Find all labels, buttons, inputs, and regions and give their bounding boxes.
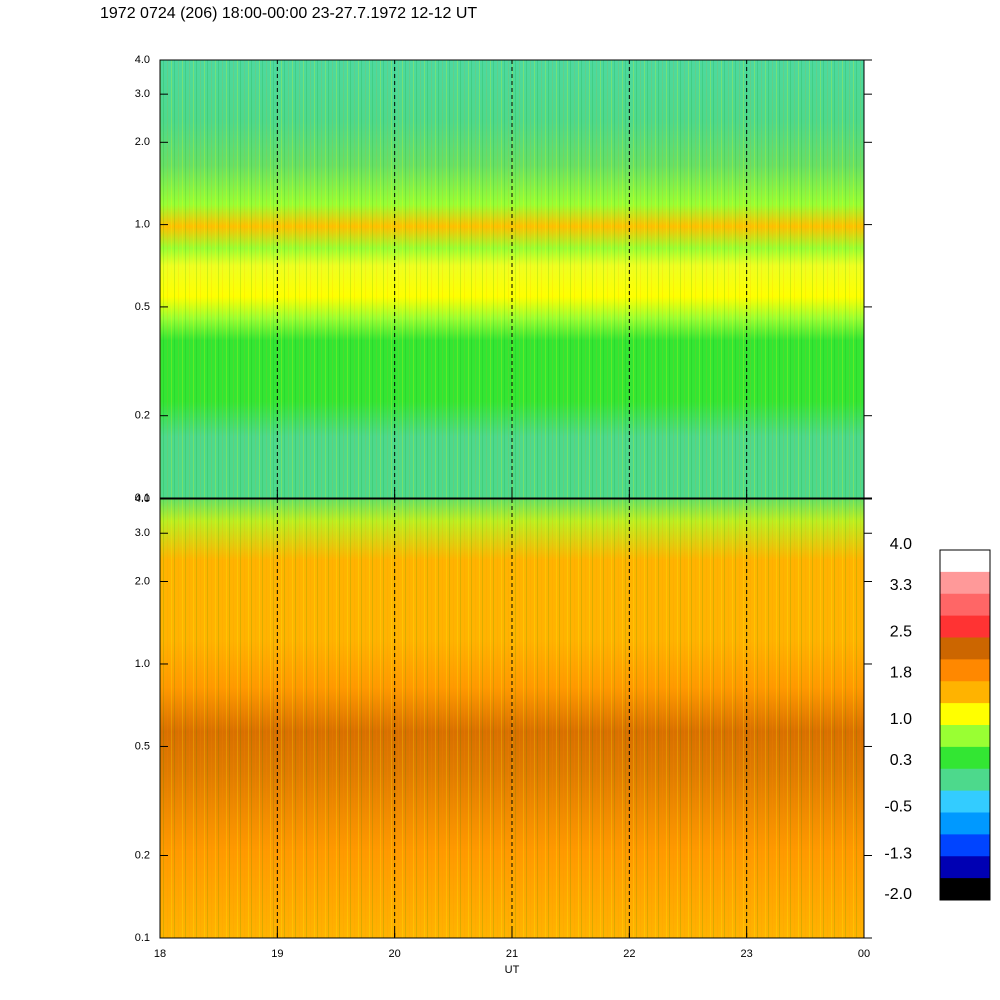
y-tick-label: 3.0 bbox=[135, 88, 150, 100]
colorbar-swatch bbox=[940, 725, 990, 748]
colorbar-tick-label: -2.0 bbox=[884, 886, 912, 903]
colorbar-swatch bbox=[940, 856, 990, 879]
y-tick-label: 0.1 bbox=[135, 932, 150, 944]
y-tick-label: 1.0 bbox=[135, 219, 150, 231]
y-tick-label: 0.2 bbox=[135, 410, 150, 422]
colorbar-swatch bbox=[940, 615, 990, 638]
y-tick-label: 0.5 bbox=[135, 740, 150, 752]
y-tick-label: 0.2 bbox=[135, 849, 150, 861]
colorbar-swatch bbox=[940, 878, 990, 901]
y-tick-label: 2.0 bbox=[135, 136, 150, 148]
colorbar-tick-label: 1.0 bbox=[890, 711, 912, 728]
colorbar-swatch bbox=[940, 746, 990, 770]
colorbar-swatch bbox=[940, 681, 990, 704]
chart-title: 1972 0724 (206) 18:00-00:00 23-27.7.1972… bbox=[100, 5, 477, 22]
x-tick-label: 21 bbox=[506, 948, 518, 960]
y-tick-label: 1.0 bbox=[135, 658, 150, 670]
x-axis-label: UT bbox=[505, 964, 520, 976]
y-tick-label: 4.0 bbox=[135, 54, 150, 66]
x-tick-label: 22 bbox=[623, 948, 635, 960]
colorbar-swatch bbox=[940, 834, 990, 857]
y-tick-label: 3.0 bbox=[135, 527, 150, 539]
y-tick-label: 2.0 bbox=[135, 575, 150, 587]
colorbar-tick-label: 4.0 bbox=[890, 536, 912, 553]
y-tick-label: 4.0 bbox=[135, 493, 150, 505]
x-tick-label: 18 bbox=[154, 948, 166, 960]
colorbar-swatch bbox=[940, 550, 990, 573]
x-tick-label: 23 bbox=[741, 948, 753, 960]
colorbar-tick-label: 2.5 bbox=[890, 624, 912, 641]
colorbar-tick-label: -1.3 bbox=[884, 845, 912, 862]
colorbar-tick-label: 1.8 bbox=[890, 665, 912, 682]
colorbar-swatch bbox=[940, 703, 990, 726]
x-tick-label: 19 bbox=[271, 948, 283, 960]
colorbar-frame bbox=[939, 549, 991, 901]
x-tick-label: 20 bbox=[389, 948, 401, 960]
colorbar-swatch bbox=[940, 637, 990, 660]
y-tick-label: 0.1 bbox=[135, 492, 150, 504]
colorbar-tick-label: 0.3 bbox=[890, 752, 912, 769]
colorbar-swatch bbox=[940, 790, 990, 813]
colorbar-swatch bbox=[940, 768, 990, 792]
colorbar-swatch bbox=[940, 812, 990, 835]
x-tick-label: 00 bbox=[858, 948, 870, 960]
colorbar-swatch bbox=[940, 593, 990, 617]
colorbar-tick-label: 3.3 bbox=[890, 577, 912, 594]
y-tick-label: 0.5 bbox=[135, 301, 150, 313]
colorbar: 4.0 3.3 2.5 1.8 1.0 0.3 -0.5 -1.3 -2.0 bbox=[884, 536, 991, 903]
colorbar-tick-label: -0.5 bbox=[884, 799, 912, 816]
colorbar-swatch bbox=[940, 659, 990, 682]
colorbar-swatch bbox=[940, 571, 990, 595]
